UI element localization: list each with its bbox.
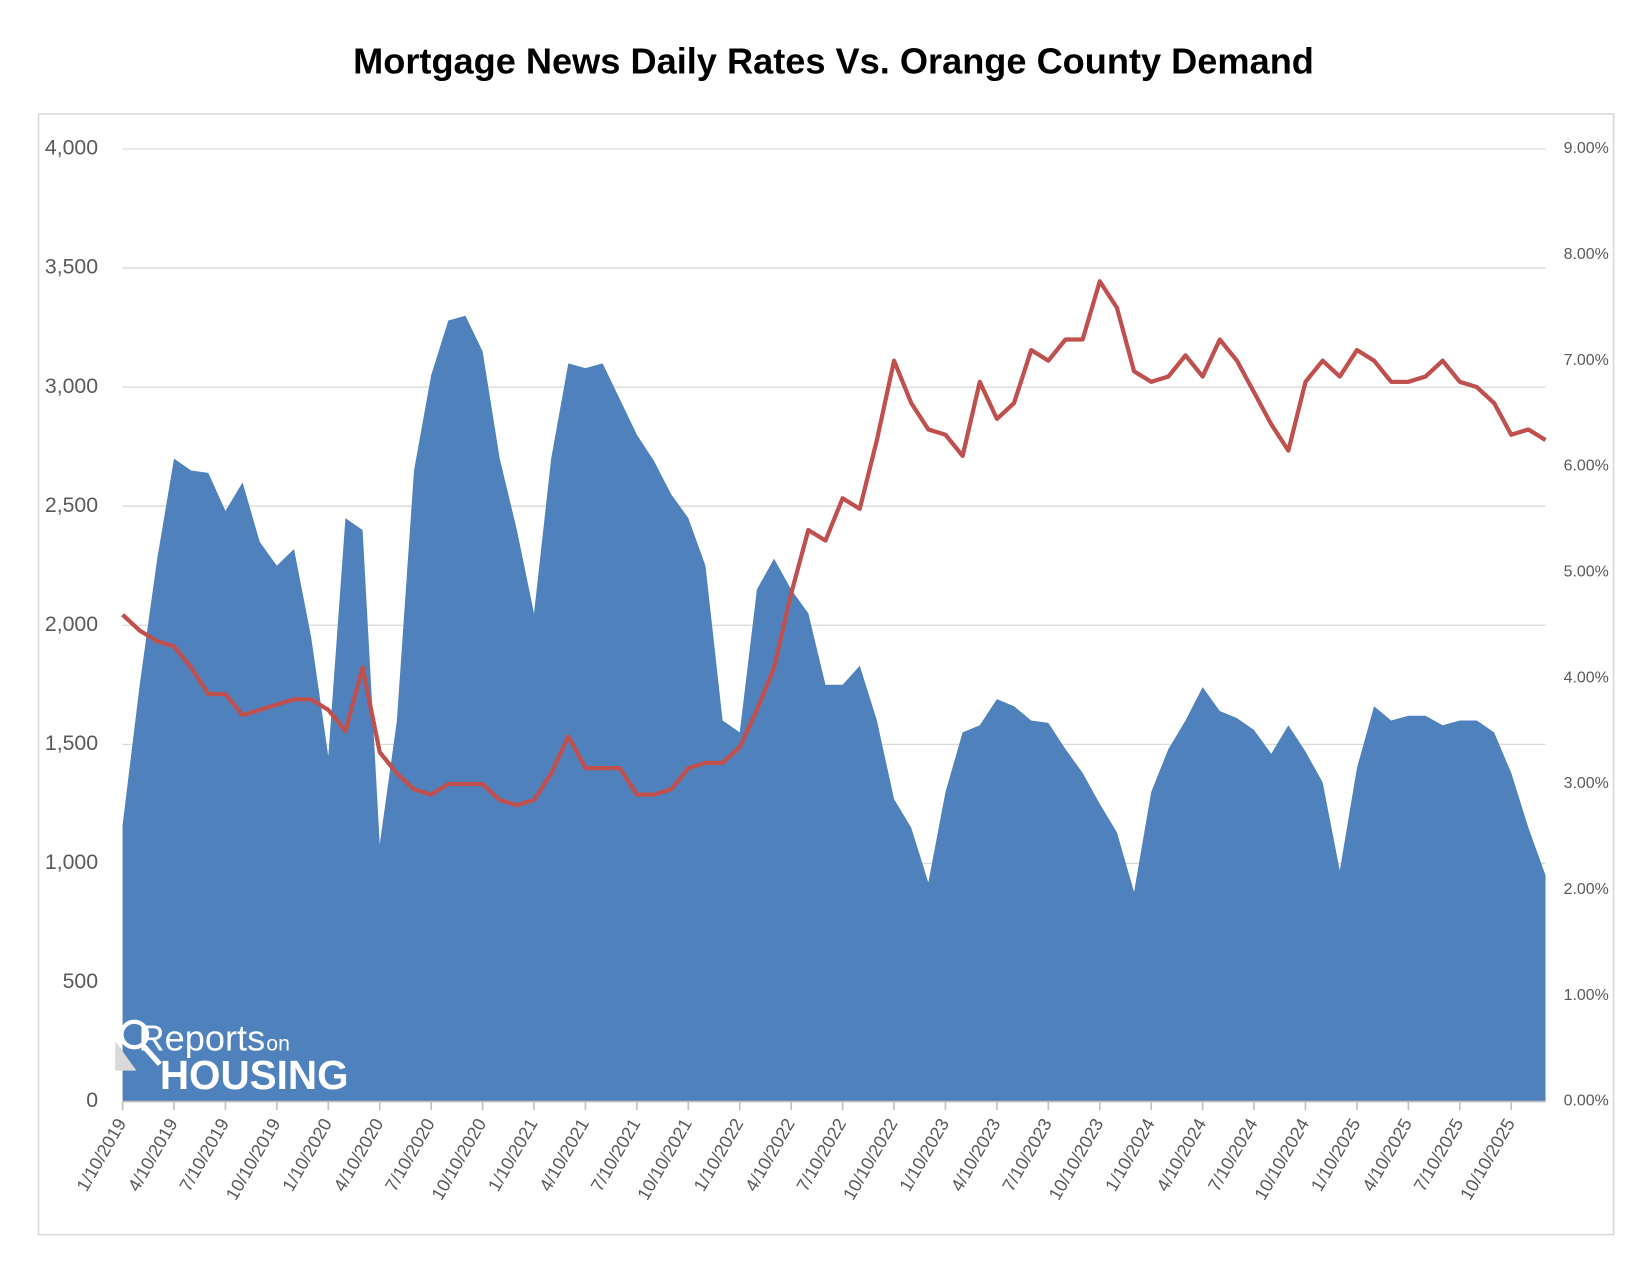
x-tick-label: 10/10/2022 xyxy=(839,1115,902,1203)
logo-icon xyxy=(140,1043,162,1067)
x-tick-label: 10/10/2020 xyxy=(428,1115,491,1203)
x-tick-label: 10/10/2025 xyxy=(1456,1115,1519,1203)
y2-tick-label: 2.00% xyxy=(1564,881,1609,898)
x-tick-label: 10/10/2024 xyxy=(1251,1115,1314,1203)
chart-frame xyxy=(37,113,1615,1236)
x-tick-label: 7/10/2020 xyxy=(381,1115,439,1195)
x-tick-label: 10/10/2019 xyxy=(222,1115,285,1203)
x-tick-label: 4/10/2023 xyxy=(947,1115,1005,1195)
x-tick-label: 1/10/2021 xyxy=(484,1115,542,1195)
y2-tick-label: 7.00% xyxy=(1564,352,1609,369)
x-tick-label: 10/10/2021 xyxy=(633,1115,696,1203)
y-tick-label: 3,500 xyxy=(45,255,98,279)
x-tick-label: 7/10/2024 xyxy=(1204,1115,1262,1195)
x-tick-label: 1/10/2023 xyxy=(896,1115,954,1195)
x-tick-label: 7/10/2025 xyxy=(1410,1115,1468,1195)
logo-word: Reports xyxy=(139,1017,266,1058)
logo-icon xyxy=(119,1019,150,1050)
y2-tick-label: 8.00% xyxy=(1564,246,1609,263)
x-tick-label: 7/10/2023 xyxy=(998,1115,1056,1195)
y-tick-label: 3,000 xyxy=(45,374,98,398)
x-tick-label: 1/10/2024 xyxy=(1101,1115,1159,1195)
logo-big: HOUSING xyxy=(160,1052,349,1098)
y2-tick-label: 0.00% xyxy=(1564,1093,1609,1110)
y2-tick-label: 1.00% xyxy=(1564,987,1609,1004)
x-tick-label: 1/10/2019 xyxy=(73,1115,131,1195)
y-tick-label: 1,000 xyxy=(45,850,98,874)
x-tick-label: 4/10/2021 xyxy=(536,1115,594,1195)
x-tick-label: 1/10/2022 xyxy=(690,1115,748,1195)
y-tick-label: 0 xyxy=(86,1088,98,1112)
x-tick-label: 4/10/2022 xyxy=(741,1115,799,1195)
x-tick-label: 4/10/2019 xyxy=(124,1115,182,1195)
y2-tick-label: 4.00% xyxy=(1564,669,1609,686)
x-tick-label: 10/10/2023 xyxy=(1045,1115,1108,1203)
y-tick-label: 500 xyxy=(63,969,98,993)
x-tick-label: 7/10/2019 xyxy=(176,1115,234,1195)
x-tick-label: 7/10/2021 xyxy=(587,1115,645,1195)
plot xyxy=(121,279,1547,1102)
x-tick-label: 1/10/2020 xyxy=(278,1115,336,1195)
y2-tick-label: 3.00% xyxy=(1564,775,1609,792)
y-tick-label: 2,000 xyxy=(45,612,98,636)
chart-title: Mortgage News Daily Rates Vs. Orange Cou… xyxy=(353,40,1314,81)
y-tick-label: 2,500 xyxy=(45,493,98,517)
y2-tick-label: 5.00% xyxy=(1564,564,1609,581)
y2-tick-label: 6.00% xyxy=(1564,458,1609,475)
y-tick-label: 4,000 xyxy=(45,136,98,160)
y-tick-label: 1,500 xyxy=(45,731,98,755)
x-tick-label: 7/10/2022 xyxy=(793,1115,851,1195)
area xyxy=(122,315,1546,1102)
line xyxy=(121,279,1547,808)
x-tick-label: 1/10/2025 xyxy=(1307,1115,1365,1195)
x-tick-label: 4/10/2024 xyxy=(1153,1115,1211,1195)
logo-small: on xyxy=(266,1032,290,1056)
y2-tick-label: 9.00% xyxy=(1564,140,1609,157)
x-tick-label: 4/10/2020 xyxy=(330,1115,388,1195)
x-tick-label: 4/10/2025 xyxy=(1358,1115,1416,1195)
